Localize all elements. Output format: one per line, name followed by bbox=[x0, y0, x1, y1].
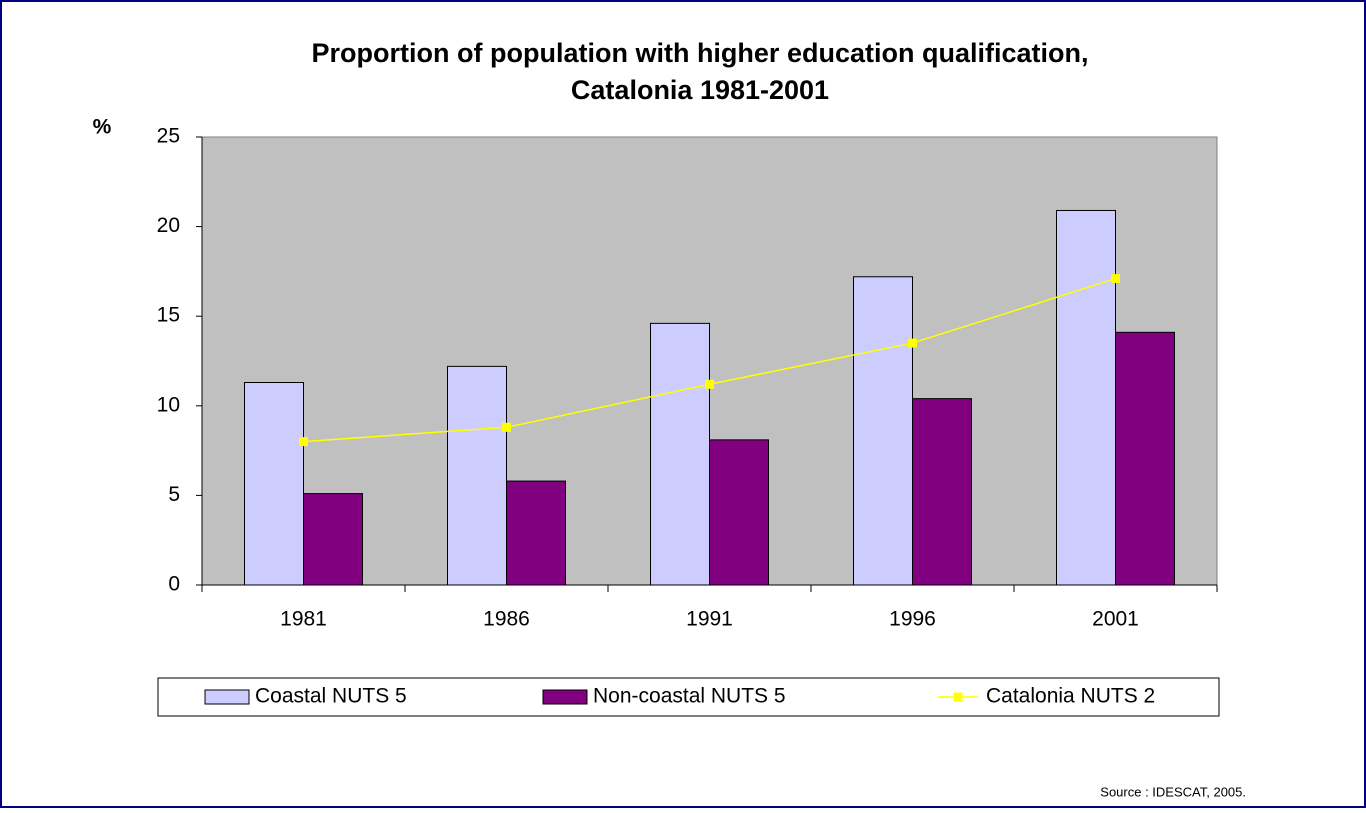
chart-title: Catalonia 1981-2001 bbox=[571, 75, 829, 105]
bar bbox=[447, 365, 507, 586]
y-tick-label: 15 bbox=[157, 304, 180, 327]
bar bbox=[853, 276, 913, 586]
bar bbox=[244, 382, 304, 586]
bar bbox=[709, 439, 769, 586]
chart-title: Proportion of population with higher edu… bbox=[312, 38, 1089, 68]
y-tick-label: 25 bbox=[157, 125, 180, 148]
legend-swatch bbox=[204, 689, 250, 705]
y-tick-label: 0 bbox=[168, 573, 180, 596]
legend-label: Catalonia NUTS 2 bbox=[986, 685, 1155, 708]
bar bbox=[506, 480, 566, 586]
bar bbox=[1115, 331, 1175, 586]
line-marker bbox=[705, 379, 714, 389]
line-marker bbox=[1111, 274, 1120, 284]
bar bbox=[1056, 209, 1116, 586]
legend-label: Non-coastal NUTS 5 bbox=[593, 685, 786, 708]
legend-label: Coastal NUTS 5 bbox=[255, 685, 407, 708]
x-tick-label: 1996 bbox=[889, 608, 936, 631]
x-tick-label: 1986 bbox=[483, 608, 530, 631]
legend-marker bbox=[953, 692, 963, 702]
x-tick-label: 1991 bbox=[686, 608, 733, 631]
x-tick-label: 1981 bbox=[280, 608, 327, 631]
source-note: Source : IDESCAT, 2005. bbox=[1100, 784, 1246, 799]
line-marker bbox=[502, 422, 511, 432]
y-tick-label: 20 bbox=[157, 214, 180, 237]
y-tick-label: 5 bbox=[168, 483, 180, 506]
y-axis-label: % bbox=[93, 116, 112, 139]
y-tick-label: 10 bbox=[157, 393, 180, 416]
bar bbox=[650, 322, 710, 586]
legend-swatch bbox=[542, 689, 588, 705]
line-marker bbox=[299, 437, 308, 447]
legend bbox=[157, 677, 1220, 717]
bar bbox=[912, 398, 972, 586]
bar bbox=[303, 493, 363, 586]
line-marker bbox=[908, 338, 917, 348]
x-tick-label: 2001 bbox=[1092, 608, 1139, 631]
